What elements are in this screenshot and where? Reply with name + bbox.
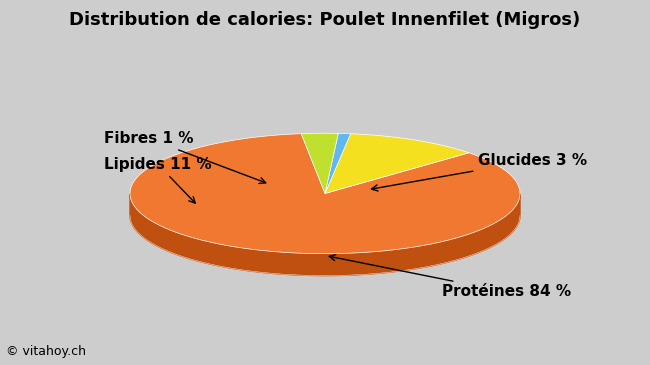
Polygon shape [130, 194, 520, 276]
Polygon shape [301, 133, 338, 193]
Text: © vitahoy.ch: © vitahoy.ch [6, 345, 86, 358]
Text: Lipides 11 %: Lipides 11 % [104, 157, 212, 203]
Polygon shape [325, 134, 469, 193]
Polygon shape [325, 133, 350, 193]
Polygon shape [130, 134, 520, 254]
Text: Glucides 3 %: Glucides 3 % [372, 153, 588, 191]
Text: Fibres 1 %: Fibres 1 % [104, 131, 266, 184]
Text: Protéines 84 %: Protéines 84 % [330, 254, 571, 300]
Text: Distribution de calories: Poulet Innenfilet (Migros): Distribution de calories: Poulet Innenfi… [70, 11, 580, 29]
